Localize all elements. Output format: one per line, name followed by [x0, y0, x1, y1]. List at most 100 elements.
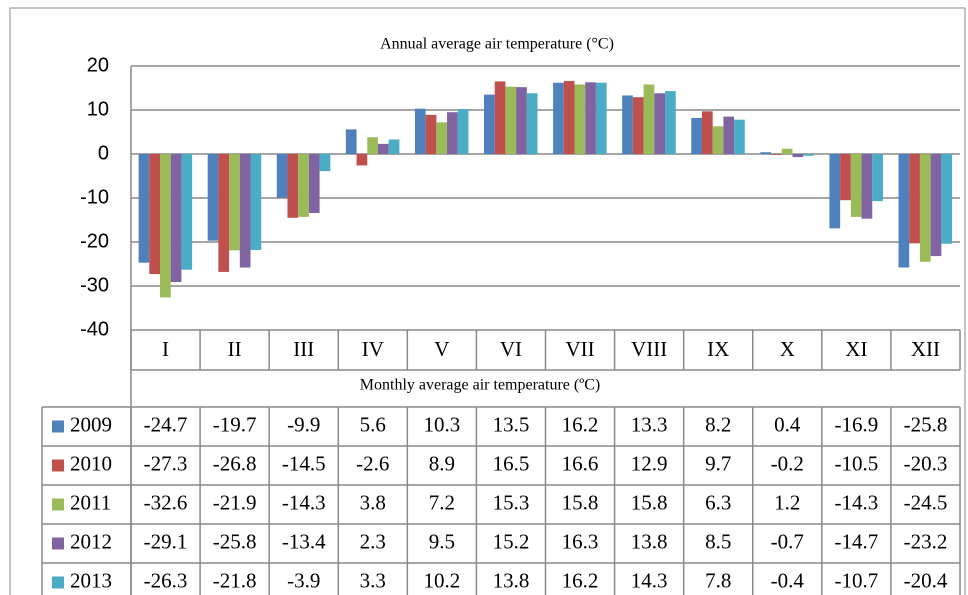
bar [941, 154, 953, 244]
bar [734, 119, 745, 154]
table-cell: -21.8 [213, 568, 257, 592]
x-tick-label: II [228, 337, 242, 361]
bar [526, 93, 538, 154]
x-tick-label: X [780, 337, 795, 361]
table-cell: -14.5 [282, 451, 326, 475]
bar [909, 154, 920, 244]
table-cell: 8.9 [429, 451, 455, 475]
bar [457, 109, 469, 154]
table-cell: -21.9 [213, 490, 257, 514]
table-cell: 9.7 [705, 451, 731, 475]
bar [516, 87, 527, 154]
bar [494, 81, 506, 154]
x-tick-label: XII [911, 337, 940, 361]
bar [919, 154, 931, 262]
table-cell: -0.7 [771, 529, 804, 553]
bar [771, 154, 782, 155]
x-tick-label: V [434, 337, 449, 361]
legend-key [52, 420, 64, 433]
bar [595, 82, 607, 154]
bar [643, 84, 655, 154]
table-cell: -20.4 [904, 568, 948, 592]
legend-label: 2012 [70, 529, 112, 553]
table-cell: 5.6 [360, 412, 386, 436]
table-cell: -25.8 [904, 412, 948, 436]
bar [447, 112, 458, 154]
y-tick-label: 20 [87, 54, 109, 76]
table-cell: 6.3 [705, 490, 731, 514]
bar [319, 154, 331, 172]
x-tick-label: VIII [631, 337, 667, 361]
bar [850, 154, 862, 217]
legend-key [52, 537, 64, 550]
table-cell: -9.9 [287, 412, 320, 436]
bar [781, 148, 793, 154]
bar [622, 95, 633, 154]
x-tick-label: VII [565, 337, 594, 361]
x-tick-label: VI [500, 337, 522, 361]
bar [574, 84, 586, 154]
bar [356, 154, 368, 166]
table-cell: -10.5 [835, 451, 879, 475]
legend-key [52, 459, 64, 472]
table-cell: 16.3 [562, 529, 599, 553]
bar [425, 114, 437, 154]
bar [484, 94, 495, 154]
x-tick-label: III [293, 337, 314, 361]
table-cell: 16.2 [562, 412, 599, 436]
bar [377, 143, 389, 154]
table-cell: 7.8 [705, 568, 731, 592]
table-cell: -19.7 [213, 412, 257, 436]
table-cell: 8.2 [705, 412, 731, 436]
bar [861, 154, 873, 219]
bar [505, 86, 517, 154]
bar [138, 154, 150, 263]
table-cell: 16.5 [493, 451, 530, 475]
legend-key [52, 498, 64, 511]
bar [229, 154, 240, 251]
table-cell: -10.7 [835, 568, 879, 592]
y-tick-label: -30 [80, 274, 109, 296]
bar [930, 154, 942, 257]
bar [829, 154, 841, 229]
bar [792, 154, 804, 158]
bar [632, 97, 644, 154]
bar [654, 93, 666, 154]
bar [723, 116, 735, 154]
table-cell: 15.2 [493, 529, 530, 553]
bar [898, 154, 910, 268]
y-tick-label: 0 [98, 142, 109, 164]
bar [585, 82, 596, 154]
table-cell: -26.8 [213, 451, 257, 475]
bar [367, 137, 378, 154]
bar [553, 82, 564, 154]
bar [218, 154, 230, 272]
table-cell: 16.2 [562, 568, 599, 592]
x-tick-label: IX [707, 337, 729, 361]
x-axis-label: Monthly average air temperature (ºC) [360, 377, 600, 394]
table-cell: -16.9 [835, 412, 879, 436]
bar [239, 154, 251, 268]
table-cell: 13.5 [493, 412, 530, 436]
table-cell: 13.8 [493, 568, 530, 592]
bar [170, 154, 182, 283]
table-cell: 3.8 [360, 490, 386, 514]
table-cell: 10.3 [424, 412, 461, 436]
table-cell: 1.2 [774, 490, 800, 514]
table-cell: 15.8 [631, 490, 668, 514]
table-cell: 0.4 [774, 412, 801, 436]
y-tick-label: -20 [80, 230, 109, 252]
bar [388, 139, 400, 154]
bar [345, 129, 357, 154]
table-cell: -23.2 [904, 529, 948, 553]
table-cell: -29.1 [144, 529, 188, 553]
y-tick-label: 10 [87, 98, 109, 120]
table-cell: -0.4 [771, 568, 805, 592]
legend-label: 2009 [70, 412, 112, 436]
bar [563, 80, 575, 154]
bar [149, 154, 161, 275]
bar [308, 154, 320, 213]
table-cell: -24.7 [144, 412, 188, 436]
y-tick-label: -40 [80, 318, 109, 340]
